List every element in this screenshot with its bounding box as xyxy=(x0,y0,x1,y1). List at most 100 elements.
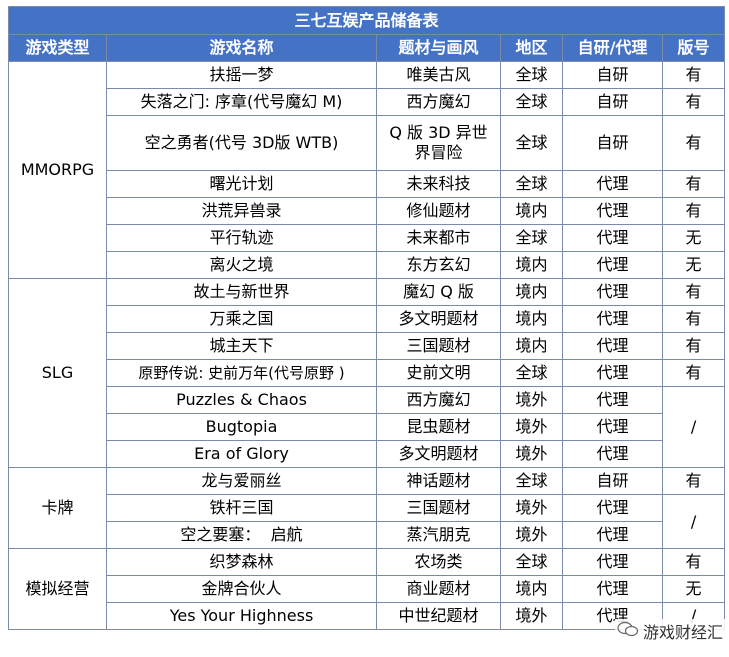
region-cell: 境内 xyxy=(500,278,563,306)
game-name-cell: 洪荒异兽录 xyxy=(106,197,377,225)
license-cell: 有 xyxy=(661,170,726,198)
mode-cell: 代理 xyxy=(562,494,663,522)
region-cell: 境外 xyxy=(500,440,563,468)
mode-cell: 代理 xyxy=(562,359,663,387)
region-cell: 境内 xyxy=(500,305,563,333)
region-cell: 全球 xyxy=(500,115,563,171)
mode-cell: 代理 xyxy=(562,224,663,252)
game-name-cell: 离火之境 xyxy=(106,251,377,279)
table-row: Era of Glory 多文明题材 境外 代理 xyxy=(9,440,725,468)
mode-cell: 代理 xyxy=(562,305,663,333)
header-region: 地区 xyxy=(500,34,563,62)
mode-cell: 自研 xyxy=(562,61,663,89)
theme-cell: 西方魔幻 xyxy=(376,88,501,116)
mode-cell: 代理 xyxy=(562,278,663,306)
theme-cell: 三国题材 xyxy=(376,332,501,360)
mode-cell: 自研 xyxy=(562,88,663,116)
mode-cell: 自研 xyxy=(562,467,663,495)
mode-cell: 代理 xyxy=(562,386,663,414)
mode-cell: 代理 xyxy=(562,521,663,549)
mode-cell: 代理 xyxy=(562,602,663,630)
table-title: 三七互娱产品储备表 xyxy=(7,6,726,35)
license-cell: 有 xyxy=(661,197,726,225)
table-row: 离火之境 东方玄幻 境内 代理 无 xyxy=(9,251,726,279)
table-row: 城主天下 三国题材 境内 代理 有 xyxy=(9,332,726,360)
theme-cell: 中世纪题材 xyxy=(376,602,501,630)
game-name-cell: 万乘之国 xyxy=(106,305,377,333)
category-cell: MMORPG xyxy=(8,61,107,279)
table-row: SLG 故土与新世界 魔幻 Q 版 境内 代理 有 xyxy=(8,278,726,468)
theme-cell: 农场类 xyxy=(376,548,501,576)
product-reserve-table: 三七互娱产品储备表 游戏类型 游戏名称 题材与画风 地区 自研/代理 版号 MM… xyxy=(7,6,726,630)
license-cell: 有 xyxy=(661,467,726,495)
table-row: 铁杆三国 三国题材 境外 代理 / xyxy=(9,494,726,549)
theme-cell: 神话题材 xyxy=(376,467,501,495)
mode-cell: 代理 xyxy=(562,440,663,468)
game-name-cell: Puzzles & Chaos xyxy=(106,386,377,414)
region-cell: 境内 xyxy=(500,197,563,225)
mode-cell: 代理 xyxy=(562,575,663,603)
table-row: Puzzles & Chaos 西方魔幻 境外 代理 / xyxy=(9,386,726,468)
game-name-cell: 扶摇一梦 xyxy=(106,61,377,89)
mode-cell: 自研 xyxy=(562,115,663,171)
game-name-cell: 龙与爱丽丝 xyxy=(106,467,377,495)
region-cell: 境内 xyxy=(500,251,563,279)
region-cell: 境外 xyxy=(500,413,563,441)
region-cell: 全球 xyxy=(500,224,563,252)
table-row: 失落之门: 序章(代号魔幻 M) 西方魔幻 全球 自研 有 xyxy=(9,88,726,116)
license-cell-merged: / xyxy=(661,494,726,549)
region-cell: 境外 xyxy=(500,602,563,630)
table-row: 空之要塞： 启航 蒸汽朋克 境外 代理 xyxy=(9,521,725,549)
region-cell: 境外 xyxy=(500,494,563,522)
game-name-cell: 空之要塞： 启航 xyxy=(106,521,377,549)
game-name-cell: 平行轨迹 xyxy=(106,224,377,252)
table-row: 卡牌 龙与爱丽丝 神话题材 全球 自研 有 xyxy=(8,467,726,549)
region-cell: 全球 xyxy=(500,61,563,89)
table-row: 金牌合伙人 商业题材 境内 代理 无 xyxy=(9,575,726,603)
theme-cell: 未来科技 xyxy=(376,170,501,198)
theme-cell: 唯美古风 xyxy=(376,61,501,89)
theme-cell: 三国题材 xyxy=(376,494,501,522)
mode-cell: 代理 xyxy=(562,170,663,198)
game-name-cell: 铁杆三国 xyxy=(106,494,377,522)
game-name-cell: Bugtopia xyxy=(106,413,377,441)
license-cell: 有 xyxy=(661,305,726,333)
license-cell: 有 xyxy=(661,548,726,576)
theme-cell: 修仙题材 xyxy=(376,197,501,225)
header-license: 版号 xyxy=(661,34,726,62)
mode-cell: 代理 xyxy=(562,251,663,279)
game-name-cell: 城主天下 xyxy=(106,332,377,360)
license-cell: 无 xyxy=(661,251,726,279)
license-cell: 有 xyxy=(661,278,726,306)
region-cell: 全球 xyxy=(500,548,563,576)
theme-cell: Q 版 3D 异世界冒险 xyxy=(376,115,501,171)
table-row: 原野传说: 史前万年(代号原野 ) 史前文明 全球 代理 有 xyxy=(9,359,726,387)
theme-cell: 未来都市 xyxy=(376,224,501,252)
theme-cell: 史前文明 xyxy=(376,359,501,387)
game-name-cell: 曙光计划 xyxy=(106,170,377,198)
license-cell: 有 xyxy=(661,332,726,360)
license-cell: 有 xyxy=(661,61,726,89)
header-theme-style: 题材与画风 xyxy=(376,34,501,62)
table-row: 洪荒异兽录 修仙题材 境内 代理 有 xyxy=(9,197,726,225)
region-cell: 全球 xyxy=(500,467,563,495)
header-game-type: 游戏类型 xyxy=(8,34,107,62)
table-row: 模拟经营 织梦森林 农场类 全球 代理 有 xyxy=(8,548,726,630)
table-row: 平行轨迹 未来都市 全球 代理 无 xyxy=(9,224,726,252)
license-cell: 无 xyxy=(661,224,726,252)
game-name-cell: 原野传说: 史前万年(代号原野 ) xyxy=(106,359,377,387)
table-row: Yes Your Highness 中世纪题材 境外 代理 / xyxy=(9,602,726,630)
table-row: 曙光计划 未来科技 全球 代理 有 xyxy=(9,170,726,198)
category-cell: SLG xyxy=(8,278,107,468)
header-dev-mode: 自研/代理 xyxy=(562,34,663,62)
wechat-icon xyxy=(617,621,639,641)
table-row: 空之勇者(代号 3D版 WTB) Q 版 3D 异世界冒险 全球 自研 有 xyxy=(9,115,726,171)
theme-cell: 西方魔幻 xyxy=(376,386,501,414)
category-cell: 卡牌 xyxy=(8,467,107,549)
theme-cell: 多文明题材 xyxy=(376,440,501,468)
mode-cell: 代理 xyxy=(562,413,663,441)
table-row: 万乘之国 多文明题材 境内 代理 有 xyxy=(9,305,726,333)
table-row: MMORPG 扶摇一梦 唯美古风 全球 自研 有 xyxy=(8,61,726,279)
license-cell: 有 xyxy=(661,115,726,171)
game-name-cell: 空之勇者(代号 3D版 WTB) xyxy=(106,115,377,171)
